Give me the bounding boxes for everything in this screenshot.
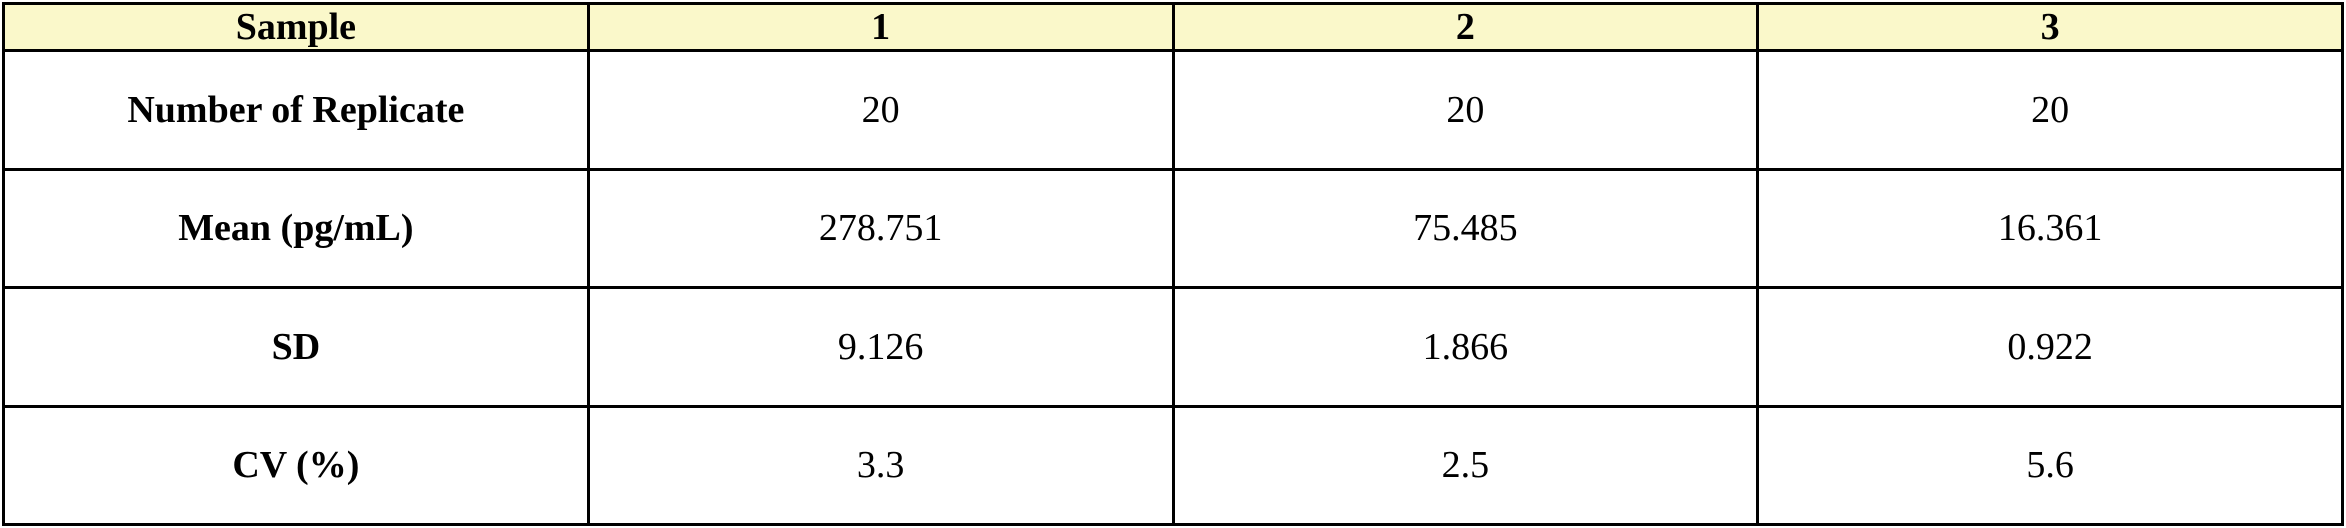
col-header-sample: Sample <box>4 4 589 51</box>
cell-r0-c2: 20 <box>1173 51 1758 170</box>
row-label-sd: SD <box>4 288 589 407</box>
row-label-cv: CV (%) <box>4 406 589 525</box>
cell-r2-c2: 1.866 <box>1173 288 1758 407</box>
precision-table: Sample 1 2 3 Number of Replicate 20 20 2… <box>2 2 2344 526</box>
table-row: Number of Replicate 20 20 20 <box>4 51 2343 170</box>
table-row: SD 9.126 1.866 0.922 <box>4 288 2343 407</box>
col-header-3: 3 <box>1758 4 2343 51</box>
cell-r0-c3: 20 <box>1758 51 2343 170</box>
table-container: Sample 1 2 3 Number of Replicate 20 20 2… <box>0 0 2346 528</box>
cell-r3-c3: 5.6 <box>1758 406 2343 525</box>
cell-r2-c3: 0.922 <box>1758 288 2343 407</box>
cell-r3-c1: 3.3 <box>588 406 1173 525</box>
cell-r1-c1: 278.751 <box>588 169 1173 288</box>
table-header-row: Sample 1 2 3 <box>4 4 2343 51</box>
cell-r2-c1: 9.126 <box>588 288 1173 407</box>
cell-r1-c3: 16.361 <box>1758 169 2343 288</box>
table-row: Mean (pg/mL) 278.751 75.485 16.361 <box>4 169 2343 288</box>
table-row: CV (%) 3.3 2.5 5.6 <box>4 406 2343 525</box>
col-header-1: 1 <box>588 4 1173 51</box>
col-header-2: 2 <box>1173 4 1758 51</box>
cell-r1-c2: 75.485 <box>1173 169 1758 288</box>
cell-r3-c2: 2.5 <box>1173 406 1758 525</box>
row-label-mean: Mean (pg/mL) <box>4 169 589 288</box>
cell-r0-c1: 20 <box>588 51 1173 170</box>
row-label-replicates: Number of Replicate <box>4 51 589 170</box>
